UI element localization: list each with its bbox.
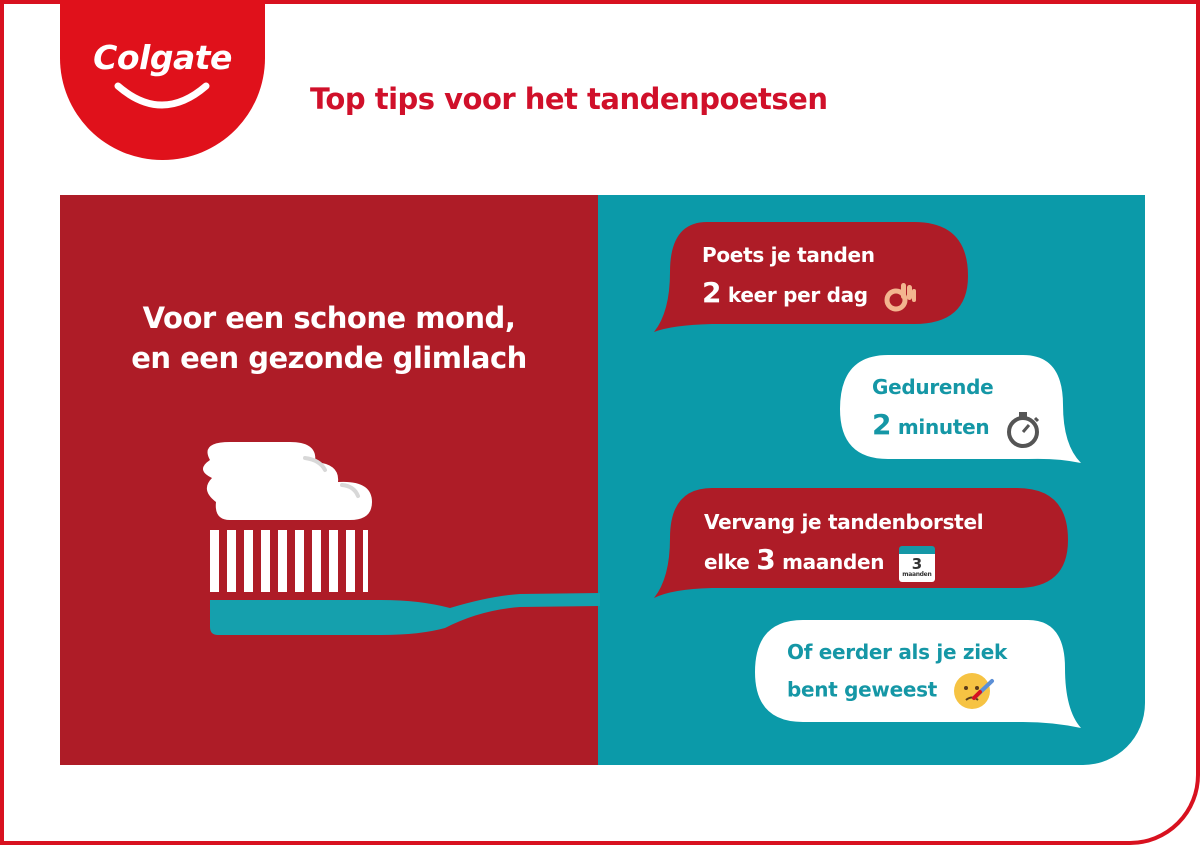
slogan-line-2: en een gezonde glimlach <box>131 341 527 375</box>
bristles <box>210 530 368 592</box>
tip-2-line-2: minuten <box>897 415 990 439</box>
slogan-line-1: Voor een schone mond, <box>142 301 516 335</box>
page-title: Top tips voor het tandenpoetsen <box>310 82 828 116</box>
stopwatch-icon <box>1006 411 1040 448</box>
tip-3-line-2-pre: elke <box>704 550 750 574</box>
smile-icon <box>114 82 210 109</box>
tip-1-line-1: Poets je tanden <box>702 243 875 267</box>
tip-4-line-1: Of eerder als je ziek <box>787 640 1008 664</box>
tip-bubble-4: Of eerder als je ziek bent geweest <box>753 620 1083 730</box>
toothbrush-illustration <box>202 442 600 635</box>
ok-hand-icon <box>884 282 916 311</box>
colgate-logo: Colgate <box>60 0 265 160</box>
logo-text: Colgate <box>93 38 232 77</box>
tip-2-number: 2 <box>872 408 892 441</box>
tip-2-line-1: Gedurende <box>872 375 994 399</box>
tip-3-line-1: Vervang je tandenborstel <box>704 510 984 534</box>
tip-3-line-2: maanden <box>782 550 885 574</box>
sick-face-icon <box>953 673 994 709</box>
tip-bubble-1: Poets je tanden 2 keer per dag <box>652 222 970 332</box>
calendar-icon: 3 maanden <box>898 545 935 582</box>
tip-1-number: 2 <box>702 276 722 309</box>
tip-bubble-2: Gedurende 2 minuten <box>838 355 1083 465</box>
calendar-number: 3 <box>911 554 922 573</box>
tip-1-line-2: keer per dag <box>727 283 868 307</box>
calendar-label: maanden <box>902 570 932 578</box>
tip-bubble-3: Vervang je tandenborstel elke 3 maanden … <box>652 488 1070 600</box>
tip-4-line-2: bent geweest <box>787 677 937 702</box>
slogan: Voor een schone mond, en een gezonde gli… <box>60 298 598 378</box>
toothpaste-icon <box>202 442 372 520</box>
tip-3-number: 3 <box>756 543 776 576</box>
